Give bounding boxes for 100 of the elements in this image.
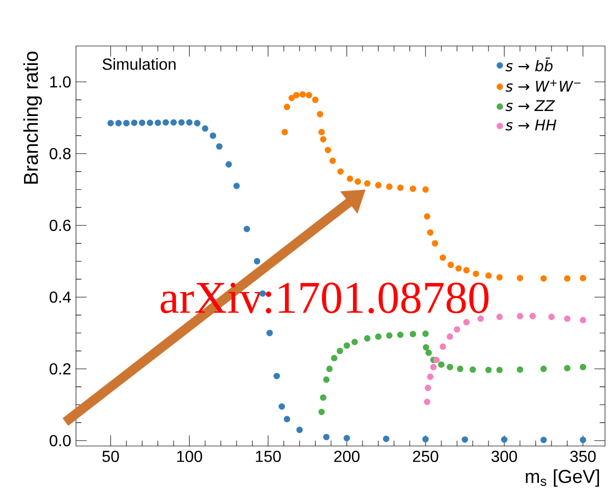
point (564, 364, 570, 372)
point (296, 426, 303, 434)
point (336, 348, 344, 354)
point (312, 96, 319, 104)
point (115, 120, 122, 126)
point (425, 350, 432, 356)
point (320, 136, 326, 142)
point (548, 314, 555, 320)
point (397, 332, 404, 338)
point (293, 92, 300, 98)
point (446, 364, 454, 370)
point (462, 436, 468, 443)
point (306, 92, 312, 98)
point (146, 120, 154, 126)
point (316, 110, 324, 118)
point (410, 186, 416, 192)
point (454, 326, 460, 333)
point (424, 384, 432, 392)
y-tick-label: 0.4 (50, 291, 71, 303)
point (154, 120, 162, 126)
x-tick-label: 50 (102, 450, 119, 462)
point (580, 436, 586, 444)
point (364, 180, 370, 187)
point (282, 128, 288, 136)
point (326, 366, 333, 372)
point (427, 374, 434, 380)
x-tick-label: 150 (256, 450, 281, 462)
point (427, 229, 434, 236)
point (440, 343, 446, 350)
point (516, 366, 524, 373)
x-tick-label: 250 (412, 450, 438, 462)
point (284, 104, 290, 110)
point (331, 354, 338, 362)
point (354, 178, 362, 185)
point (485, 366, 492, 374)
point (422, 344, 430, 351)
point (210, 132, 216, 139)
point (516, 274, 524, 282)
point (216, 143, 222, 150)
point (580, 274, 586, 282)
point (455, 265, 462, 272)
x-tick-label: 300 (492, 450, 517, 462)
point (382, 436, 390, 442)
point (375, 333, 382, 340)
point (107, 120, 114, 126)
y-tick-label: 1.0 (50, 76, 71, 88)
point (448, 262, 454, 268)
point (516, 312, 524, 320)
point (337, 168, 344, 175)
point (386, 332, 393, 339)
point (422, 436, 429, 442)
point (433, 356, 440, 364)
point (430, 364, 437, 370)
point (364, 335, 370, 342)
point (501, 436, 508, 443)
point (470, 366, 476, 373)
legend-label: s → bb̄ (506, 58, 553, 72)
point (323, 376, 330, 383)
point (178, 119, 185, 126)
point (422, 330, 429, 337)
y-tick-label: 0.2 (50, 363, 70, 375)
point (424, 213, 430, 220)
point (344, 342, 350, 349)
point (346, 176, 354, 182)
point (226, 161, 232, 168)
y-axis-title: Branching ratio (23, 52, 42, 184)
point (485, 272, 492, 279)
point (375, 182, 382, 188)
point (254, 258, 260, 264)
x-tick-label: 350 (570, 450, 596, 462)
point (288, 94, 295, 102)
point (266, 330, 273, 336)
point (194, 120, 200, 126)
point (202, 125, 208, 132)
point (323, 434, 330, 440)
point (496, 314, 503, 320)
point (463, 319, 470, 326)
point (440, 254, 446, 261)
y-tick-label: 0.8 (50, 148, 71, 160)
point (540, 275, 547, 282)
point (496, 274, 503, 281)
point (300, 91, 306, 98)
legend-label: s → HH (506, 120, 556, 131)
x-tick-label: 200 (334, 450, 360, 462)
legend-label: s → ZZ (506, 100, 556, 112)
point (324, 146, 332, 154)
point (496, 366, 503, 374)
point (123, 120, 130, 126)
point (424, 398, 430, 406)
point (162, 119, 169, 126)
point (456, 366, 464, 372)
point (410, 330, 416, 338)
point (580, 316, 586, 324)
point (529, 312, 536, 320)
point (580, 364, 586, 370)
point (320, 394, 326, 401)
point (386, 183, 393, 190)
point (284, 416, 290, 422)
point (329, 158, 336, 164)
legend-label: s → W$^{+}$W$^{−}$ (506, 80, 580, 92)
